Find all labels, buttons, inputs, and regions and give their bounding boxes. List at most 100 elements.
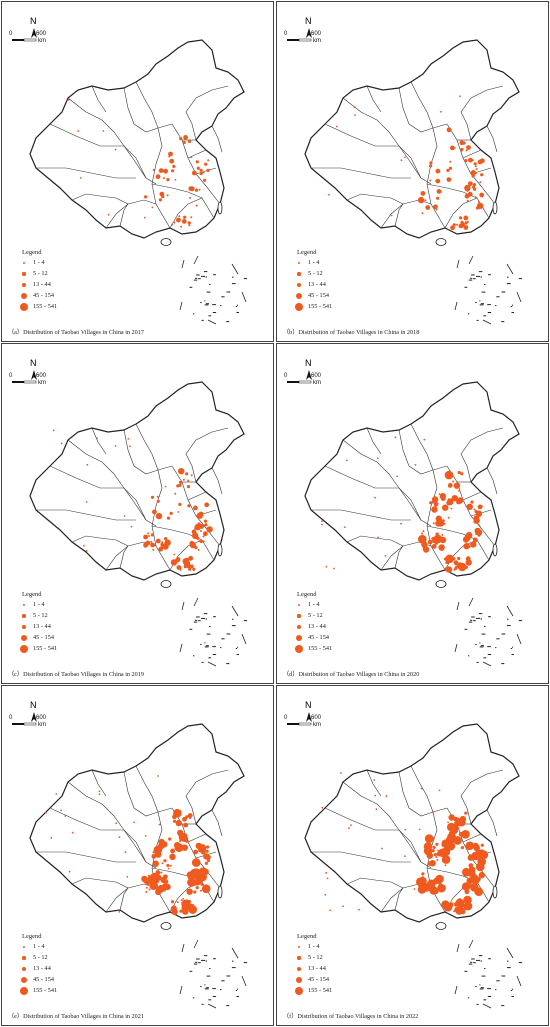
village-point (144, 195, 148, 199)
province-boundary (123, 87, 173, 133)
village-point (473, 515, 479, 521)
village-point (431, 506, 438, 513)
village-point (178, 215, 181, 218)
village-point (440, 496, 446, 501)
village-point (466, 877, 473, 884)
village-point (194, 851, 197, 854)
legend-label: 45 - 154 (308, 976, 329, 983)
country-outline (304, 39, 520, 239)
village-point (192, 567, 196, 571)
village-point (96, 437, 98, 440)
village-point (156, 499, 160, 503)
village-point (463, 543, 470, 550)
map-legend: Legend 1 - 4 5 - 12 13 - 44 45 - 154 155 - 54… (12, 591, 102, 655)
village-point (194, 188, 199, 192)
village-point (432, 537, 439, 544)
village-point (464, 547, 467, 549)
village-point (170, 900, 175, 904)
village-point (173, 808, 182, 818)
province-boundary (185, 769, 229, 825)
village-point (435, 205, 438, 208)
village-point (173, 221, 176, 224)
village-point (83, 544, 85, 547)
map-panel-2017: N 0 600 km Legend 1 - 4 5 - 12 13 - 44 45 - 154 1… (1, 1, 274, 342)
village-point (168, 155, 171, 158)
village-point (182, 908, 189, 915)
legend-symbol (20, 634, 28, 642)
village-point (193, 890, 197, 894)
village-point (321, 523, 323, 526)
scale-max-label: 600 (36, 715, 47, 721)
province-boundary (71, 535, 129, 547)
village-point (466, 503, 473, 510)
province-boundary (462, 833, 482, 843)
legend-symbol (23, 604, 25, 606)
village-point (86, 463, 89, 466)
village-point (169, 853, 176, 860)
legend-item: 13 - 44 (287, 280, 377, 291)
village-point (166, 516, 171, 520)
village-point (432, 845, 436, 849)
village-point (182, 816, 187, 822)
village-point (478, 524, 481, 527)
village-point (457, 470, 461, 475)
scale-zero-label: 0 (284, 31, 288, 37)
village-point (450, 507, 453, 510)
village-point (423, 842, 433, 851)
village-point (469, 867, 473, 871)
province-boundary (185, 85, 229, 141)
scale-bar (287, 380, 312, 384)
village-point (160, 871, 163, 874)
village-point (433, 853, 437, 857)
village-point (436, 851, 442, 857)
scale-bar (12, 722, 37, 726)
village-point (202, 171, 205, 174)
village-point (176, 565, 182, 570)
village-point (145, 540, 151, 546)
village-point (321, 806, 324, 809)
village-point (186, 485, 191, 489)
legend-label: 155 - 541 (308, 303, 333, 310)
village-point (184, 557, 190, 563)
village-point (179, 840, 181, 843)
province-boundary (398, 429, 448, 475)
village-point (179, 137, 183, 141)
china-map (12, 370, 248, 667)
legend-item: 45 - 154 (12, 975, 102, 986)
village-point (449, 160, 452, 163)
village-point (429, 836, 435, 842)
village-point (98, 793, 101, 796)
village-point (432, 522, 435, 525)
village-point (463, 895, 472, 905)
village-point (448, 166, 452, 170)
village-point (188, 555, 194, 561)
village-point (191, 170, 197, 176)
village-point (377, 536, 379, 539)
village-point (414, 464, 417, 466)
village-point (456, 562, 464, 569)
village-point (191, 564, 194, 567)
legend-symbol (22, 272, 26, 276)
village-point (133, 821, 135, 824)
village-point (195, 886, 199, 890)
village-point (143, 881, 146, 884)
taiwan-island (492, 201, 498, 215)
scale-bar (287, 722, 312, 726)
map-panel-2019: N 0 600 km Legend 1 - 4 5 - 12 13 - 44 45 - 154 1… (1, 343, 274, 684)
map-legend: Legend 1 - 4 5 - 12 13 - 44 45 - 154 155 - 54… (12, 249, 102, 313)
village-point (115, 822, 117, 825)
village-point (178, 832, 188, 842)
village-point (465, 149, 468, 152)
village-point (144, 216, 146, 219)
village-point (472, 855, 475, 857)
village-point (374, 794, 377, 797)
legend-symbol (21, 966, 27, 972)
village-point (193, 505, 198, 511)
village-point (421, 872, 425, 876)
china-map (287, 712, 523, 1009)
village-point (118, 911, 121, 913)
province-boundary (91, 769, 107, 797)
village-point (464, 184, 471, 192)
province-boundary (151, 127, 171, 229)
village-point (431, 811, 434, 814)
